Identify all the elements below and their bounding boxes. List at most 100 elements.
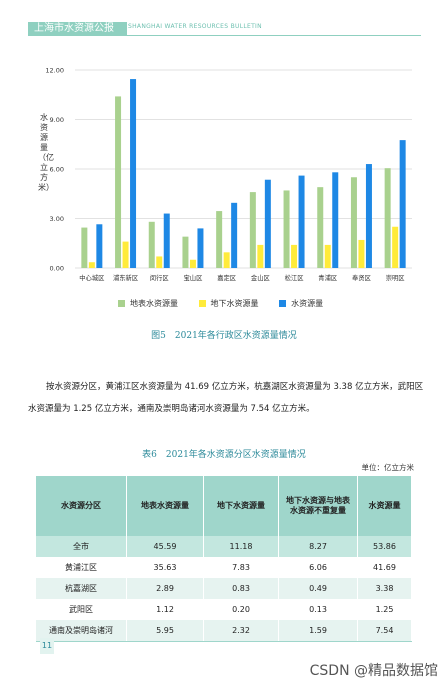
bar [81,227,88,268]
table-cell: 武阳区 [36,599,127,620]
bar [249,192,256,268]
table-cell: 1.59 [278,620,358,642]
table-cell: 35.63 [126,557,204,578]
page-number: 11 [40,638,54,654]
x-tick-label: 闵行区 [150,273,169,282]
table-row: 通南及崇明岛诸河 5.95 2.32 1.59 7.54 [36,620,412,642]
legend-item-surface: 地表水资源量 [118,298,178,309]
bar [148,221,155,268]
bar [156,256,163,268]
bar [163,213,170,268]
legend-item-ground: 地下水资源量 [198,298,259,309]
table-header: 水资源量 [357,476,412,536]
table-cell: 3.38 [357,578,412,599]
table-cell: 11.18 [203,536,279,557]
x-tick-label: 中心城区 [79,273,104,282]
x-tick-label: 金山区 [251,273,270,282]
bar [332,172,339,268]
bar [291,244,298,268]
table-header: 水资源分区 [36,476,127,536]
x-tick-label: 松江区 [285,273,304,282]
bulletin-subtitle: SHANGHAI WATER RESOURCES BULLETIN [128,23,262,30]
y-tick-label: 0.00 [50,265,64,273]
legend-label-ground: 地下水资源量 [210,299,259,308]
bar [122,241,129,268]
x-tick-label: 青浦区 [318,273,337,282]
table-cell: 5.95 [126,620,204,642]
y-tick-label: 3.00 [50,215,64,223]
y-tick-label: 9.00 [50,116,64,124]
table-unit: 单位：亿立方米 [361,463,415,472]
water-resources-table: 水资源分区 地表水资源量 地下水资源量 地下水资源与地表水资源不重复量 水资源量… [36,476,412,642]
bar [399,140,406,268]
table-cell: 杭嘉湖区 [36,578,127,599]
bar [384,168,391,268]
bar [257,244,264,268]
table-cell: 2.32 [203,620,279,642]
legend-label-surface: 地表水资源量 [130,299,178,308]
x-tick-label: 嘉定区 [217,273,236,282]
table-cell: 黄浦江区 [36,557,127,578]
table-header-row: 水资源分区 地表水资源量 地下水资源量 地下水资源与地表水资源不重复量 水资源量 [36,476,412,536]
bar [88,262,95,268]
bar [264,179,271,268]
x-tick-label: 崇明区 [386,274,405,282]
chart-y-axis-label: 水资源量（亿立方米） [38,113,54,192]
bar [317,187,324,268]
x-tick-label: 宝山区 [184,273,203,282]
table-cell: 41.69 [357,557,412,578]
legend-label-total: 水资源量 [291,299,324,308]
table-row: 杭嘉湖区 2.89 0.83 0.49 3.38 [36,578,412,599]
table-row: 黄浦江区 35.63 7.83 6.06 41.69 [36,557,412,578]
table-cell: 全市 [36,536,127,557]
legend-swatch-total [279,300,287,307]
table-cell: 8.27 [278,536,358,557]
bar-chart: 0.00 3.00 6.00 9.00 12.00 中心城区 浦东新区 闵行区 宝山区 嘉定区 金山… [45,67,412,282]
bulletin-title: 上海市水资源公报 [28,22,127,36]
bar [96,224,103,268]
chart-legend: 地表水资源量 地下水资源量 水资源量 [118,298,341,309]
x-tick-label: 奉贤区 [352,273,371,282]
bar [197,228,204,268]
legend-swatch-surface [118,300,125,307]
table-header: 地下水资源量 [203,476,279,536]
table-cell: 53.86 [357,536,412,557]
body-paragraph: 按水资源分区，黄浦江区水资源量为 41.69 亿立方米，杭嘉湖区水资源量为 3.… [28,382,424,414]
table-cell: 7.54 [357,620,412,642]
bar [231,202,238,268]
legend-item-total: 水资源量 [279,298,323,309]
header-rule [121,35,421,36]
bar [358,239,365,268]
table-cell: 0.20 [203,599,279,620]
bar [189,259,196,268]
y-tick-label: 6.00 [50,166,64,174]
table-cell: 通南及崇明岛诸河 [36,620,127,642]
table-cell: 0.13 [278,599,358,620]
table-header: 地下水资源与地表水资源不重复量 [278,476,358,536]
page-header: 上海市水资源公报 SHANGHAI WATER RESOURCES BULLET… [0,0,448,40]
bar [324,244,331,268]
y-tick-label: 12.00 [45,67,64,75]
bar [298,175,305,268]
table-cell: 7.83 [203,557,279,578]
bar [392,226,399,268]
table-caption: 表6 2021年各水资源分区水资源量情况 [142,450,306,460]
bar [115,96,122,269]
figure-caption: 图5 2021年各行政区水资源量情况 [151,331,297,341]
bar [182,236,189,268]
table-cell: 0.83 [203,578,279,599]
legend-swatch-ground [198,300,206,307]
bar [223,252,230,268]
table-cell: 0.49 [278,578,358,599]
table-cell: 6.06 [278,557,358,578]
bar [283,190,290,268]
bar [365,164,372,268]
watermark: CSDN @精品数据馆 [309,663,438,679]
bar [350,177,357,268]
table-cell: 2.89 [126,578,204,599]
bar [216,211,223,268]
table-cell: 1.12 [126,599,204,620]
table-cell: 1.25 [357,599,412,620]
x-tick-label: 浦东新区 [113,273,138,282]
bar [130,79,137,268]
